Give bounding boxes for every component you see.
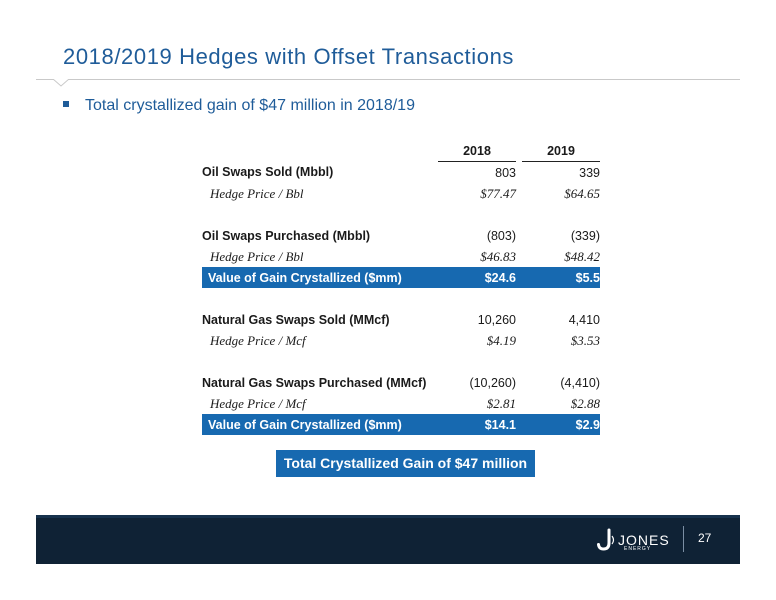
value-2019: $2.88 (570, 395, 600, 411)
bullet-point: Total crystallized gain of $47 million i… (63, 97, 415, 115)
spacer-row (202, 204, 600, 225)
value-2019: $3.53 (570, 332, 600, 348)
hook-logo-icon (597, 528, 615, 551)
value-2018: $46.83 (480, 248, 516, 264)
value-2019: $48.42 (564, 248, 600, 264)
row-label: Value of Gain Crystallized ($mm) (202, 414, 432, 435)
hedge-table: 2018 2019 Oil Swaps Sold (Mbbl) 803 339 … (202, 140, 600, 435)
value-2019: $5.5 (522, 267, 600, 288)
row-label: Natural Gas Swaps Purchased (MMcf) (202, 375, 427, 390)
value-2018: $4.19 (486, 332, 516, 348)
row-label: Hedge Price / Mcf (210, 395, 306, 411)
value-2018: $14.1 (438, 414, 516, 435)
value-2019: $2.9 (522, 414, 600, 435)
value-2018: $24.6 (438, 267, 516, 288)
total-gain-callout: Total Crystallized Gain of $47 million (276, 450, 535, 477)
table-row: Oil Swaps Sold (Mbbl) 803 339 (202, 162, 600, 184)
company-logo: JONES (596, 528, 670, 552)
value-2019: (4,410) (560, 375, 600, 390)
table-row: Oil Swaps Purchased (Mbbl) (803) (339) (202, 225, 600, 246)
value-2018: (803) (486, 228, 516, 243)
page-number: 27 (698, 531, 712, 545)
value-2018: $2.81 (486, 395, 516, 411)
logo-subtext: ENERGY (624, 546, 652, 552)
column-header-2019: 2019 (522, 140, 600, 162)
footer-accent (36, 515, 740, 518)
row-label: Hedge Price / Bbl (210, 185, 304, 201)
value-2018: $77.47 (480, 185, 516, 201)
slide-title: 2018/2019 Hedges with Offset Transaction… (63, 44, 515, 69)
table-row: Natural Gas Swaps Purchased (MMcf) (10,2… (202, 372, 600, 393)
bullet-text: Total crystallized gain of $47 million i… (85, 97, 415, 114)
table-row: Hedge Price / Mcf $2.81 $2.88 (202, 393, 600, 414)
value-2018: 10,260 (477, 312, 516, 327)
table-row: Natural Gas Swaps Sold (MMcf) 10,260 4,4… (202, 309, 600, 330)
value-2019: (339) (570, 228, 600, 243)
table-header-row: 2018 2019 (202, 140, 600, 162)
column-header-2018: 2018 (438, 140, 516, 162)
logo-wordmark: JONES (618, 532, 670, 548)
gain-highlight-row: Value of Gain Crystallized ($mm) $14.1 $… (202, 414, 600, 435)
spacer-row (202, 351, 600, 372)
value-2018: (10,260) (469, 375, 516, 390)
row-label: Hedge Price / Mcf (210, 332, 306, 348)
spacer-row (202, 288, 600, 309)
value-2019: 4,410 (568, 312, 600, 327)
row-label: Hedge Price / Bbl (210, 248, 304, 264)
header-spacer (202, 140, 432, 162)
row-label: Natural Gas Swaps Sold (MMcf) (202, 312, 390, 327)
square-bullet-icon (63, 100, 69, 107)
row-label: Value of Gain Crystallized ($mm) (202, 267, 432, 288)
row-label: Oil Swaps Sold (Mbbl) (202, 165, 334, 180)
value-2018: 803 (495, 165, 516, 180)
table-row: Hedge Price / Mcf $4.19 $3.53 (202, 330, 600, 351)
table-row: Hedge Price / Bbl $77.47 $64.65 (202, 183, 600, 204)
value-2019: 339 (579, 165, 600, 180)
value-2019: $64.65 (564, 185, 600, 201)
row-label: Oil Swaps Purchased (Mbbl) (202, 228, 371, 243)
table-row: Hedge Price / Bbl $46.83 $48.42 (202, 246, 600, 267)
footer-bar (36, 515, 740, 564)
title-divider (36, 79, 740, 80)
footer-separator (683, 526, 684, 552)
gain-highlight-row: Value of Gain Crystallized ($mm) $24.6 $… (202, 267, 600, 288)
divider-notch-icon (53, 79, 69, 87)
